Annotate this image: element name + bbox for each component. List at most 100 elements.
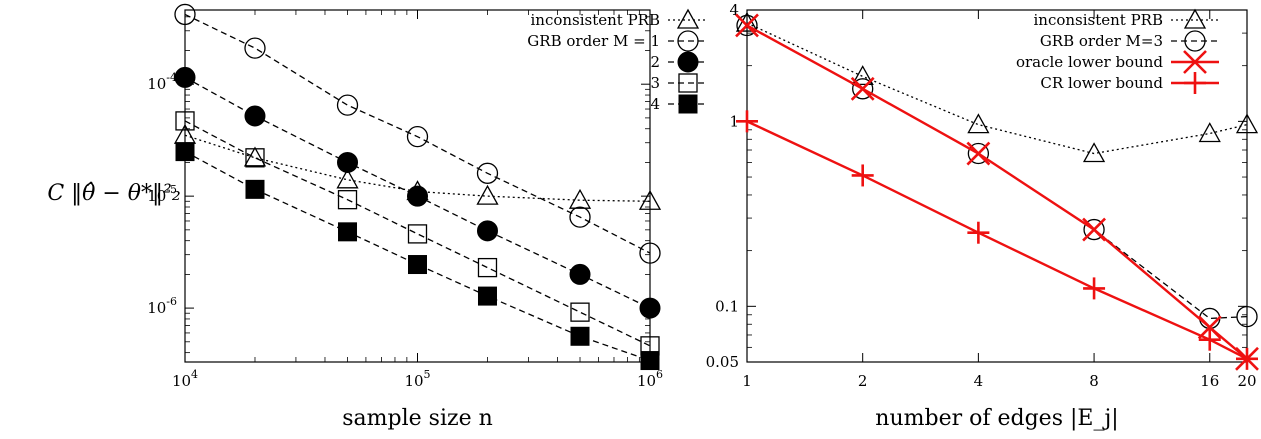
data-point [477,286,497,306]
data-point [1083,277,1106,300]
x-tick-label: 8 [1089,372,1099,390]
data-point [174,3,196,26]
legend-label: inconsistent PRB [1033,11,1163,29]
y-tick-label: 1 [729,112,739,130]
chart-left-estimation-error: 104 105 106 10-6 10-5 10-4 inconsistent PRB GRB… [47,3,708,431]
x-tick-label: 2 [858,372,868,390]
data-point [245,179,265,199]
legend-marker [676,8,700,29]
series-line [746,120,1248,360]
data-point [640,351,660,371]
plot-frame [746,9,1248,363]
y-tick-label: 10-5 [147,183,177,205]
legend-label: inconsistent PRB [530,11,660,29]
data-point [476,162,499,184]
legend-label: GRB order M = 1 [527,32,660,50]
y-axis-label: C ‖θ̂ − θ*‖²₂ [47,181,180,206]
legend-label: 4 [650,95,660,113]
legend-marker [678,94,698,114]
legend-label: 3 [650,74,660,92]
legend: inconsistent PRB GRB order M=3 oracle lowe… [1016,8,1219,94]
data-point [570,326,590,346]
x-tick-label: 16 [1200,372,1219,390]
data-point [568,188,592,209]
legend-label: CR lower bound [1040,74,1163,92]
data-point [967,142,990,165]
data-point [639,297,661,319]
data-point [1236,347,1258,370]
legend-marker [677,30,699,52]
x-tick-label: 1 [742,372,752,390]
data-point [638,189,662,210]
data-point [851,164,874,187]
legend-marker [1184,72,1206,94]
x-tick-label: 4 [974,372,984,390]
data-point [338,222,358,242]
data-point [406,125,429,148]
y-tick-label: 10-4 [147,71,177,93]
series-line [746,24,1248,360]
data-point [476,220,498,242]
data-point [966,141,991,166]
series-3 [174,66,661,319]
data-point [569,263,591,285]
data-point [1198,328,1221,351]
x-axis-label: sample size n [342,406,493,431]
legend-label: 2 [650,53,660,71]
series-line [184,13,651,254]
data-point [243,146,267,167]
data-point [1235,113,1259,134]
y-tick-label: 10-6 [147,295,177,317]
y-tick-label: 0.1 [715,297,739,315]
x-tick-label: 104 [172,368,198,390]
data-point [245,148,265,168]
data-point [336,168,359,189]
data-point [639,242,661,264]
data-point [736,14,758,37]
data-point [477,257,498,278]
data-point [337,151,359,173]
data-point [1082,217,1106,242]
legend: inconsistent PRB GRB order M = 1 2 3 4 [527,8,708,114]
data-point [174,66,196,88]
data-point [408,255,427,275]
legend-marker [678,73,698,93]
series-line [746,24,1248,320]
y-tick-label: 4 [729,1,739,19]
data-point [851,65,874,86]
y-tick-label: 0.05 [706,353,739,371]
legend-label: oracle lower bound [1016,53,1163,71]
data-point [852,78,874,100]
data-point [407,185,428,207]
data-point [407,224,428,244]
data-point [967,221,990,244]
data-point [570,302,590,322]
x-tick-label: 20 [1237,372,1256,390]
data-point [735,13,759,38]
series-1 [735,11,1259,163]
data-point [476,184,499,205]
legend-marker [1183,8,1207,29]
x-tick-label: 105 [404,368,430,390]
series-5 [175,142,660,371]
series-3 [735,13,1259,371]
data-point [244,37,266,59]
x-axis-label: number of edges |E_j| [875,406,1118,431]
data-point [967,113,990,134]
series-line [746,22,1248,155]
data-point [336,94,359,116]
series-line [184,120,651,347]
chart-right-edges: 1 2 4 8 16 20 0.05 0.1 1 4 inconsistent PRB GRB ord… [706,1,1259,431]
legend-label: GRB order M=3 [1040,32,1163,50]
legend-marker [1183,50,1207,74]
data-point [175,111,195,131]
data-point [1197,315,1222,340]
data-point [244,105,266,127]
data-point [1083,218,1105,241]
series-4 [175,111,660,356]
data-point [1236,305,1258,328]
data-point [850,76,875,101]
data-point [736,110,758,133]
legend-marker [1184,30,1206,52]
